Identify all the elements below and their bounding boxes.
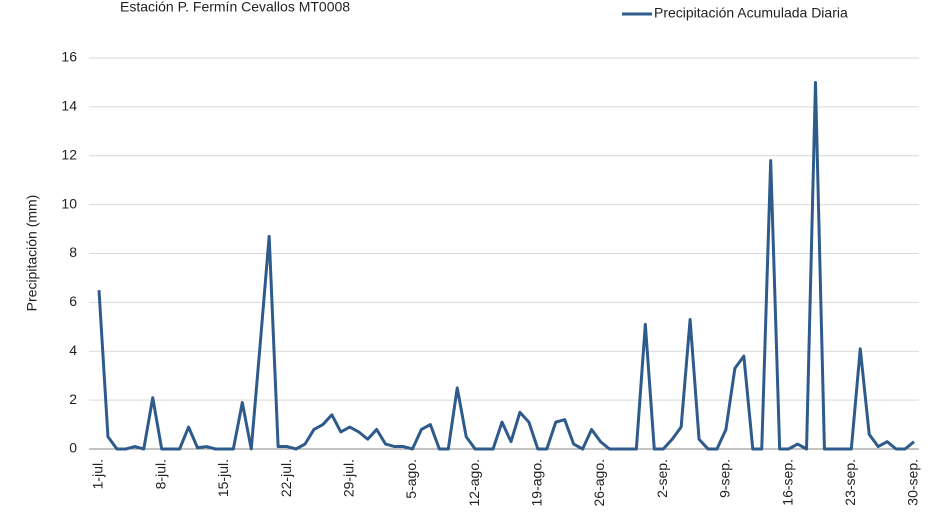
data-line	[97, 80, 915, 451]
x-tick-label: 1-jul.	[90, 459, 106, 489]
x-tick-label: 12-ago.	[466, 459, 482, 506]
y-tick-label: 6	[69, 293, 77, 309]
y-tick-label: 4	[69, 342, 77, 358]
y-tick-label: 8	[69, 244, 77, 260]
chart-title: Estación P. Fermín Cevallos MT0008	[120, 0, 350, 15]
x-tick-label: 23-sep.	[842, 459, 858, 506]
y-tick-label: 2	[69, 391, 77, 407]
x-tick-label: 9-sep.	[717, 459, 733, 498]
y-tick-label: 10	[61, 195, 77, 211]
x-tick-label: 15-jul.	[215, 459, 231, 497]
x-tick-label: 19-ago.	[529, 459, 545, 506]
y-tick-label: 0	[69, 440, 77, 456]
x-tick-label: 22-jul.	[278, 459, 294, 497]
x-tick-label: 29-jul.	[340, 459, 356, 497]
x-tick-label: 26-ago.	[591, 459, 607, 506]
x-tick-label: 30-sep.	[905, 459, 921, 506]
x-tick-label: 8-jul.	[152, 459, 168, 489]
y-tick-label: 12	[61, 146, 77, 162]
x-tick-label: 16-sep.	[779, 459, 795, 506]
y-tick-label: 16	[61, 49, 77, 65]
y-axis-label: Precipitación (mm)	[24, 195, 40, 312]
legend-label: Precipitación Acumulada Diaria	[654, 5, 848, 21]
x-tick-label: 2-sep.	[654, 459, 670, 498]
x-tick-label: 5-ago.	[403, 459, 419, 499]
y-tick-label: 14	[61, 98, 77, 114]
